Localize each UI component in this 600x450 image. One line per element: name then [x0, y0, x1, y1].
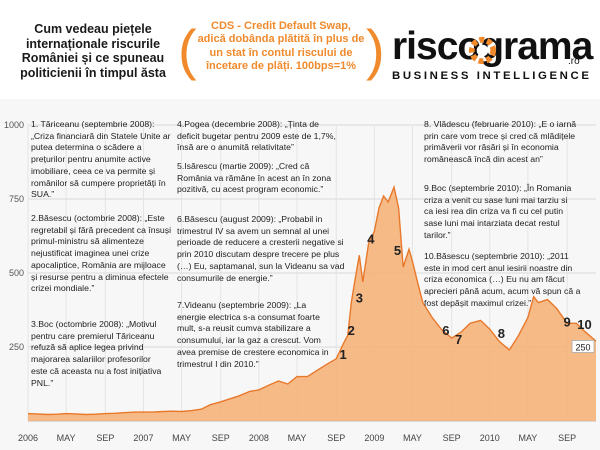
y-tick-label: 750	[9, 194, 24, 204]
quote-10: 10.Băsescu (septembrie 2010): „2011 este…	[424, 251, 581, 308]
quote-8: 8. Vlădescu (februarie 2010): „E o iarnă…	[424, 119, 577, 165]
quote-3: 3.Boc (octombrie 2008): „Motivul pentru …	[31, 319, 162, 388]
event-marker-5: 5	[394, 243, 401, 258]
x-tick-label: 2007	[133, 433, 153, 443]
x-tick-label: 2010	[480, 433, 500, 443]
event-marker-6: 6	[442, 323, 449, 338]
y-tick-label: 250	[9, 342, 24, 352]
x-tick-label: 2008	[249, 433, 269, 443]
event-marker-7: 7	[455, 332, 462, 347]
event-marker-1: 1	[340, 347, 347, 362]
cds-chart: 250 500 750 1000 2006 MAY SEP 2007 MAY SEP 2008 MAY…	[0, 99, 600, 450]
header: Cum vedeau piețele internaționale riscur…	[0, 0, 600, 98]
y-tick-label: 500	[9, 268, 24, 278]
x-tick-label: MAY	[57, 433, 76, 443]
x-tick-label: MAY	[172, 433, 191, 443]
logo-domain: .ro	[568, 56, 580, 67]
y-tick-label: 1000	[4, 120, 24, 130]
cds-line	[27, 184, 597, 416]
x-tick-label: SEP	[212, 433, 230, 443]
quote-5: 5.Isărescu (martie 2009): „Cred că Român…	[177, 161, 332, 195]
x-tick-label: MAY	[518, 433, 537, 443]
cds-area-chart: 250 500 750 1000 2006 MAY SEP 2007 MAY SEP 2008 MAY…	[4, 120, 597, 443]
x-tick-label: MAY	[403, 433, 422, 443]
last-value-label: 250	[575, 342, 590, 352]
quote-9: 9.Boc (septembrie 2010): „În Romania cri…	[424, 183, 572, 240]
cds-area	[28, 187, 596, 421]
close-parenthesis: )	[366, 18, 385, 81]
riscograma-logo: riscograma .ro BUSINESS INTELLIGENCE	[392, 26, 593, 86]
quote-2: 2.Băsescu (octombrie 2008): „Este regret…	[31, 213, 172, 294]
gear-icon	[468, 36, 497, 65]
event-marker-3: 3	[356, 291, 363, 306]
x-tick-label: MAY	[288, 433, 307, 443]
event-marker-2: 2	[348, 323, 355, 338]
quote-7: 7.Videanu (septembrie 2009): „La energie…	[177, 300, 329, 369]
event-marker-10: 10	[577, 317, 591, 332]
x-tick-label: SEP	[327, 433, 345, 443]
x-tick-label: 2009	[364, 433, 384, 443]
x-tick-label: SEP	[96, 433, 114, 443]
page-title: Cum vedeau piețele internaționale riscur…	[20, 22, 166, 80]
quote-6: 6.Băsescu (august 2009): „Probabil in tr…	[177, 214, 345, 283]
cds-definition-note: CDS - Credit Default Swap, adică dobânda…	[197, 20, 365, 72]
open-parenthesis: (	[178, 18, 197, 81]
x-tick-label: SEP	[558, 433, 576, 443]
quote-1: 1. Tăriceanu (septembrie 2008): „Criza f…	[31, 119, 171, 200]
quote-4: 4.Pogea (decembrie 2008): „Ținta de defi…	[177, 119, 336, 153]
last-value-box	[571, 340, 595, 353]
event-marker-9: 9	[564, 314, 571, 329]
event-marker-8: 8	[498, 326, 505, 341]
event-marker-4: 4	[367, 231, 375, 246]
x-tick-label: 2006	[18, 433, 38, 443]
x-tick-label: SEP	[443, 433, 461, 443]
logo-tagline: BUSINESS INTELLIGENCE	[392, 70, 592, 82]
